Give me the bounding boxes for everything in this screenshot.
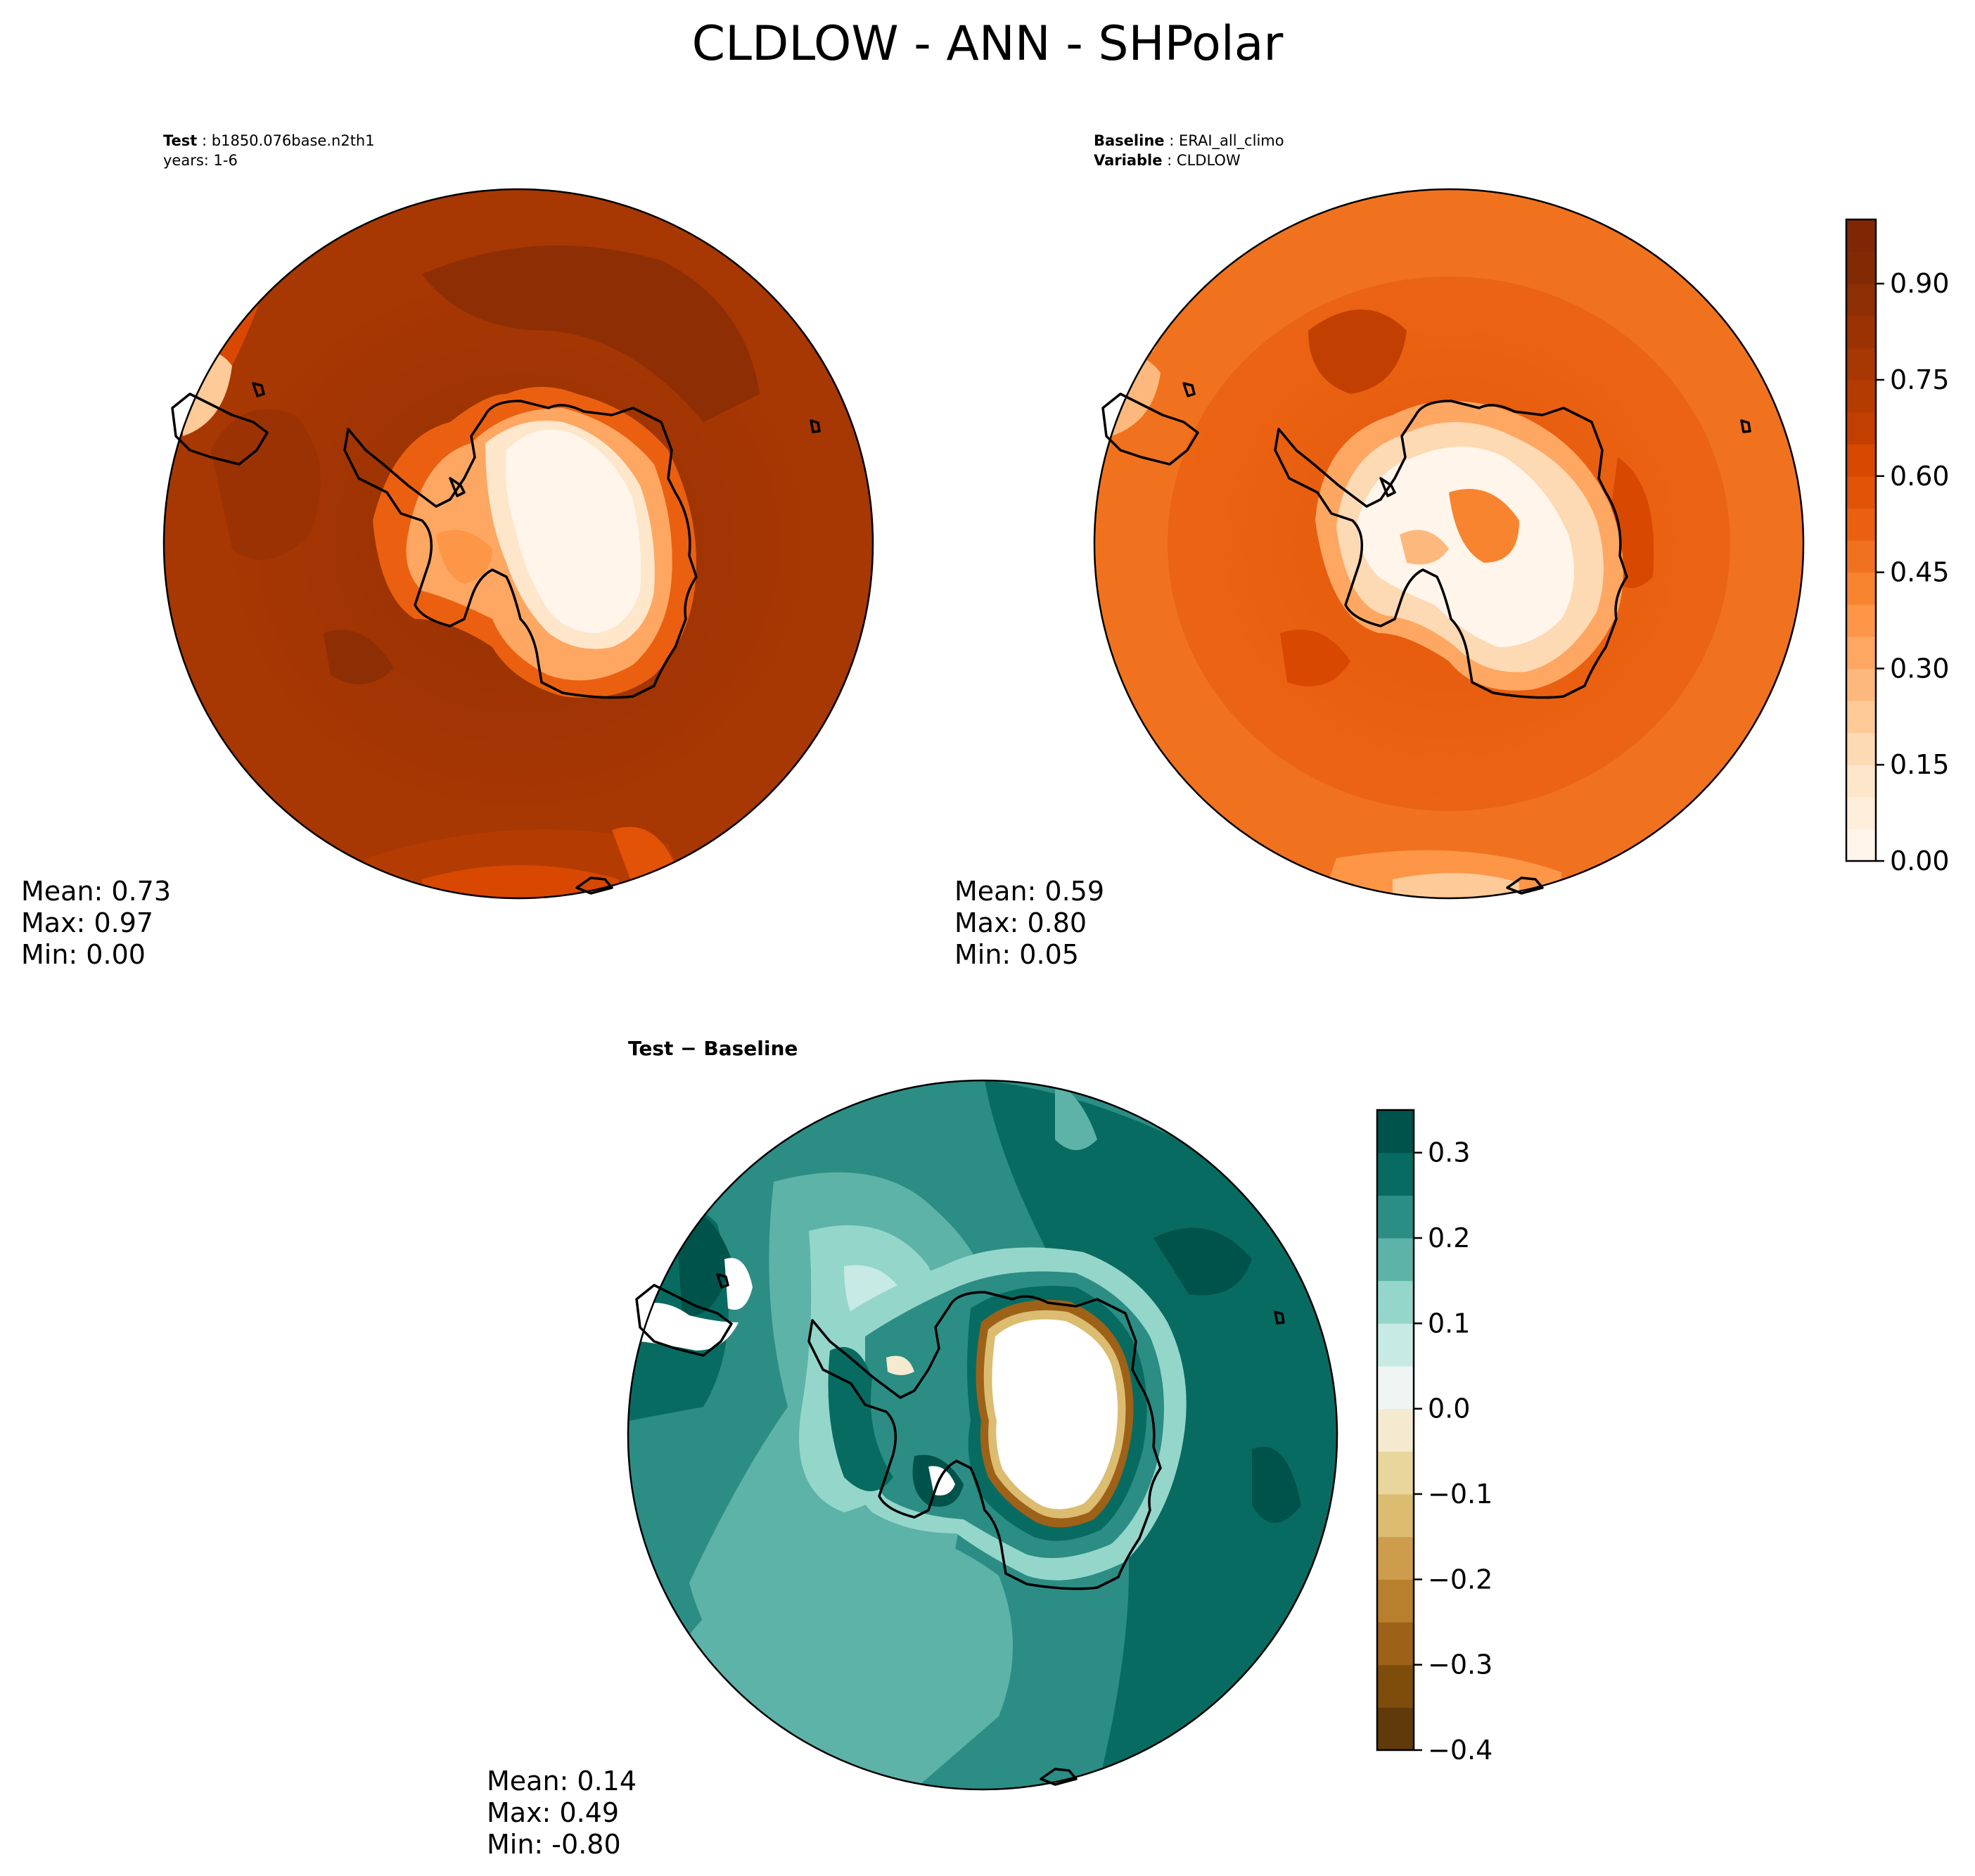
colorbar-diff-tick-label: 0.3 — [1428, 1137, 1470, 1168]
colorbar-top-band — [1846, 701, 1876, 734]
baseline-map-coastline — [1101, 382, 1751, 895]
colorbar-diff-band — [1377, 1664, 1414, 1708]
colorbar-top-bands — [1846, 219, 1876, 862]
colorbar-top-band — [1846, 604, 1876, 637]
colorbar-diff-tick-label: 0.2 — [1428, 1223, 1470, 1253]
baseline-label-sep: : — [1165, 132, 1179, 149]
colorbar-top-band — [1846, 444, 1876, 477]
colorbar-top-frame — [1845, 218, 1877, 862]
test-stat-mean: Mean: 0.73 — [21, 876, 171, 907]
colorbar-top-tick-label: 0.90 — [1890, 268, 1950, 299]
colorbar-diff-tick-label: −0.4 — [1428, 1735, 1493, 1766]
baseline-header-line1: Baseline : ERAI_all_climo — [1094, 132, 1284, 150]
colorbar-diff-band — [1377, 1323, 1414, 1367]
baseline-stat-mean: Mean: 0.59 — [954, 876, 1104, 907]
baseline-label-value: ERAI_all_climo — [1179, 132, 1284, 150]
colorbar-diff-band — [1377, 1579, 1414, 1623]
test-stat-min: Min: 0.00 — [21, 939, 146, 970]
colorbar-top-tick-label: 0.00 — [1890, 846, 1950, 876]
colorbar-diff-tick-label: 0.0 — [1428, 1393, 1470, 1424]
colorbar-top-tick-label: 0.75 — [1890, 364, 1950, 395]
diff-map — [628, 1080, 1337, 1789]
colorbar-diff: −0.4 −0.3 −0.2 −0.1 0.0 0.1 0.2 0.3 — [1376, 1109, 1493, 1766]
baseline-header-line2: Variable : CLDLOW — [1094, 152, 1241, 169]
colorbar-diff-band — [1377, 1494, 1414, 1538]
colorbar-top-band — [1846, 283, 1876, 317]
test-years: years: 1-6 — [163, 152, 238, 169]
colorbar-diff-band — [1377, 1707, 1414, 1751]
colorbar-top-band — [1846, 508, 1876, 541]
test-stat-max: Max: 0.97 — [21, 907, 153, 938]
variable-label-sep: : — [1162, 152, 1176, 169]
colorbar-top-tick-label: 0.45 — [1890, 557, 1950, 588]
test-label-sep: : — [197, 132, 211, 149]
colorbar-top-band — [1846, 540, 1876, 573]
diff-map-coastline — [635, 1273, 1285, 1786]
colorbar-diff-band — [1377, 1152, 1414, 1196]
variable-label-value: CLDLOW — [1177, 152, 1241, 169]
colorbar-diff-tick-label: −0.2 — [1428, 1564, 1493, 1595]
colorbar-diff-band — [1377, 1622, 1414, 1666]
colorbar-diff-band — [1377, 1536, 1414, 1580]
colorbar-diff-tick-label: −0.3 — [1428, 1650, 1493, 1680]
colorbar-diff-tick-label: 0.1 — [1428, 1308, 1470, 1339]
colorbar-top-band — [1846, 347, 1876, 381]
baseline-map — [1094, 189, 1803, 898]
test-map-boundary — [162, 188, 874, 900]
colorbar-top-band — [1846, 636, 1876, 669]
test-label-value: b1850.076base.n2th1 — [212, 132, 375, 149]
diff-map-boundary — [627, 1079, 1338, 1791]
colorbar-diff-band — [1377, 1238, 1414, 1282]
colorbar-diff-ticks: −0.4 −0.3 −0.2 −0.1 0.0 0.1 0.2 0.3 — [1414, 1137, 1493, 1766]
colorbar-diff-band — [1377, 1408, 1414, 1452]
test-map-coastline — [171, 382, 821, 895]
colorbar-top-band — [1846, 380, 1876, 413]
colorbar-top-band — [1846, 732, 1876, 765]
colorbar-diff-band — [1377, 1110, 1414, 1154]
colorbar-top-band — [1846, 572, 1876, 605]
variable-label-key: Variable — [1094, 152, 1162, 169]
diff-stat-min: Min: -0.80 — [487, 1829, 621, 1860]
colorbar-diff-frame — [1376, 1109, 1415, 1751]
colorbar-top-band — [1846, 668, 1876, 701]
colorbar-diff-bands — [1377, 1110, 1414, 1751]
colorbar-diff-band — [1377, 1451, 1414, 1495]
colorbar-top-band — [1846, 411, 1876, 445]
colorbar-top-ticks: 0.00 0.15 0.30 0.45 0.60 0.75 0.90 — [1876, 268, 1950, 876]
baseline-map-boundary — [1093, 188, 1805, 900]
colorbar-diff-tick-label: −0.1 — [1428, 1479, 1493, 1510]
diff-stat-max: Max: 0.49 — [487, 1797, 619, 1828]
colorbar-top-band — [1846, 476, 1876, 509]
colorbar-top-band — [1846, 315, 1876, 348]
colorbar-diff-band — [1377, 1280, 1414, 1324]
baseline-stat-max: Max: 0.80 — [954, 907, 1087, 938]
colorbar-top-tick-label: 0.30 — [1890, 653, 1950, 684]
diff-stat-mean: Mean: 0.14 — [487, 1766, 637, 1797]
colorbar-top-band — [1846, 829, 1876, 862]
colorbar-top: 0.00 0.15 0.30 0.45 0.60 0.75 0.90 — [1845, 218, 1950, 876]
colorbar-top-band — [1846, 219, 1876, 253]
baseline-stat-min: Min: 0.05 — [954, 939, 1079, 970]
colorbar-top-band — [1846, 796, 1876, 829]
test-header-line1: Test : b1850.076base.n2th1 — [163, 132, 375, 149]
colorbar-diff-band — [1377, 1195, 1414, 1239]
test-label-key: Test — [163, 132, 197, 149]
colorbar-top-band — [1846, 251, 1876, 284]
test-map — [164, 189, 873, 898]
colorbar-diff-band — [1377, 1366, 1414, 1410]
colorbar-top-tick-label: 0.15 — [1890, 749, 1950, 780]
diff-title: Test − Baseline — [628, 1037, 798, 1060]
baseline-label-key: Baseline — [1094, 132, 1165, 149]
figure-title: CLDLOW - ANN - SHPolar — [692, 16, 1284, 72]
colorbar-top-tick-label: 0.60 — [1890, 461, 1950, 492]
colorbar-top-band — [1846, 765, 1876, 798]
